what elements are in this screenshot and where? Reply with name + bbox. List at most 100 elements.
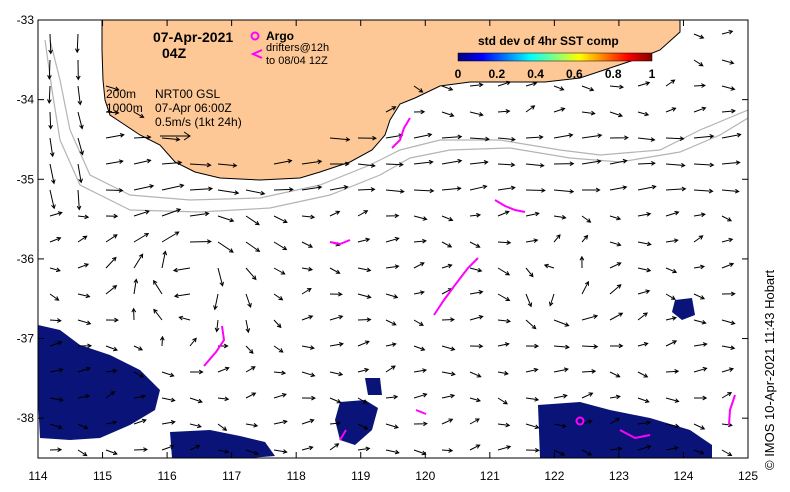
current-vector xyxy=(553,234,561,243)
current-vector xyxy=(214,319,220,333)
current-vector xyxy=(77,366,91,373)
current-vector xyxy=(693,319,707,325)
lon-tick-label: 122 xyxy=(544,469,564,483)
current-vector xyxy=(497,185,516,191)
current-vector xyxy=(161,397,176,403)
current-vector xyxy=(329,342,344,347)
colorbar xyxy=(457,52,653,62)
current-vector xyxy=(77,111,84,130)
current-vector xyxy=(441,158,463,165)
current-vector xyxy=(441,263,453,269)
current-vector xyxy=(553,85,565,91)
current-vector xyxy=(497,267,511,276)
current-vector xyxy=(301,214,316,220)
current-vector xyxy=(217,396,230,402)
current-vector xyxy=(217,366,230,373)
current-vector xyxy=(665,107,677,113)
current-vector xyxy=(721,108,736,114)
drifter-tracks xyxy=(203,117,736,441)
current-vector xyxy=(217,241,234,253)
drifter-track xyxy=(433,257,479,316)
current-vector xyxy=(245,392,257,399)
current-vector xyxy=(105,449,118,456)
current-vector xyxy=(497,136,516,142)
current-vector xyxy=(301,241,314,248)
current-vector xyxy=(105,110,120,115)
current-vector xyxy=(357,135,377,141)
current-vector xyxy=(189,186,214,192)
current-vector xyxy=(273,393,287,399)
current-vector xyxy=(721,188,740,194)
current-vector xyxy=(693,293,706,300)
current-vector xyxy=(357,317,372,323)
current-vector xyxy=(609,371,621,378)
current-vector xyxy=(161,444,175,451)
current-vector xyxy=(637,312,648,321)
current-vector xyxy=(245,293,252,308)
current-vector xyxy=(525,238,539,243)
current-vector xyxy=(329,267,341,274)
current-vector xyxy=(49,318,62,323)
current-vector xyxy=(609,343,624,349)
current-vector xyxy=(413,238,427,244)
current-vector xyxy=(133,447,149,452)
current-vector xyxy=(525,319,537,330)
current-vector xyxy=(497,370,509,376)
current-vector xyxy=(609,111,623,118)
current-vector xyxy=(581,234,589,243)
current-vector xyxy=(469,397,481,403)
current-vector xyxy=(105,159,124,165)
current-vector xyxy=(665,340,678,347)
longitude-labels: 114 115 116 117 118 119 120 121 122 123 124 125 xyxy=(28,469,758,483)
current-vector xyxy=(721,132,742,139)
current-vector xyxy=(413,392,428,399)
current-vector xyxy=(49,367,64,373)
current-vector xyxy=(721,29,734,35)
latitude-labels: -33 -34 -35 -36 -37 -38 xyxy=(17,13,35,425)
current-vector xyxy=(637,371,649,378)
current-vector xyxy=(441,85,454,91)
current-vector xyxy=(553,367,569,373)
current-vector xyxy=(497,293,511,302)
current-vector xyxy=(245,189,266,196)
lon-tick-label: 120 xyxy=(415,469,435,483)
drifter-track xyxy=(203,325,226,367)
current-vector xyxy=(609,312,624,321)
drifter-legend-icon xyxy=(250,49,263,59)
current-vector xyxy=(357,340,370,347)
current-vector xyxy=(497,162,516,168)
current-vector xyxy=(48,111,53,130)
current-vector xyxy=(245,345,254,354)
current-vector xyxy=(525,447,540,453)
current-vector xyxy=(273,158,293,165)
current-vector xyxy=(637,289,651,295)
imos-credit: © IMOS 10-Apr-2021 11:43 Hobart xyxy=(762,269,777,470)
current-vector xyxy=(721,422,733,428)
current-vector xyxy=(553,344,570,350)
scale-arrow xyxy=(160,131,191,141)
current-vector xyxy=(553,133,574,139)
current-vector xyxy=(609,215,622,221)
current-vector xyxy=(581,159,602,165)
current-vector xyxy=(693,235,704,243)
lon-tick-label: 116 xyxy=(158,469,177,483)
current-vector xyxy=(161,231,180,243)
current-vector xyxy=(637,420,652,426)
colorbar-tick-label: 0.4 xyxy=(527,67,544,81)
current-vector xyxy=(525,81,538,87)
argo-float-marker xyxy=(575,416,585,426)
lon-tick-label: 125 xyxy=(738,469,758,483)
current-vector xyxy=(665,316,678,321)
current-vector xyxy=(637,184,657,191)
sst-patch-east xyxy=(538,402,712,458)
sst-patch-southwest xyxy=(170,430,275,458)
lat-tick-label: -37 xyxy=(17,332,35,346)
current-vector xyxy=(497,109,511,114)
current-vector xyxy=(49,163,56,185)
current-vector xyxy=(105,285,118,295)
current-vector xyxy=(441,186,462,191)
current-vector xyxy=(273,449,288,454)
current-vector xyxy=(273,370,287,376)
current-vector xyxy=(161,420,176,425)
lon-tick-label: 115 xyxy=(93,469,112,483)
